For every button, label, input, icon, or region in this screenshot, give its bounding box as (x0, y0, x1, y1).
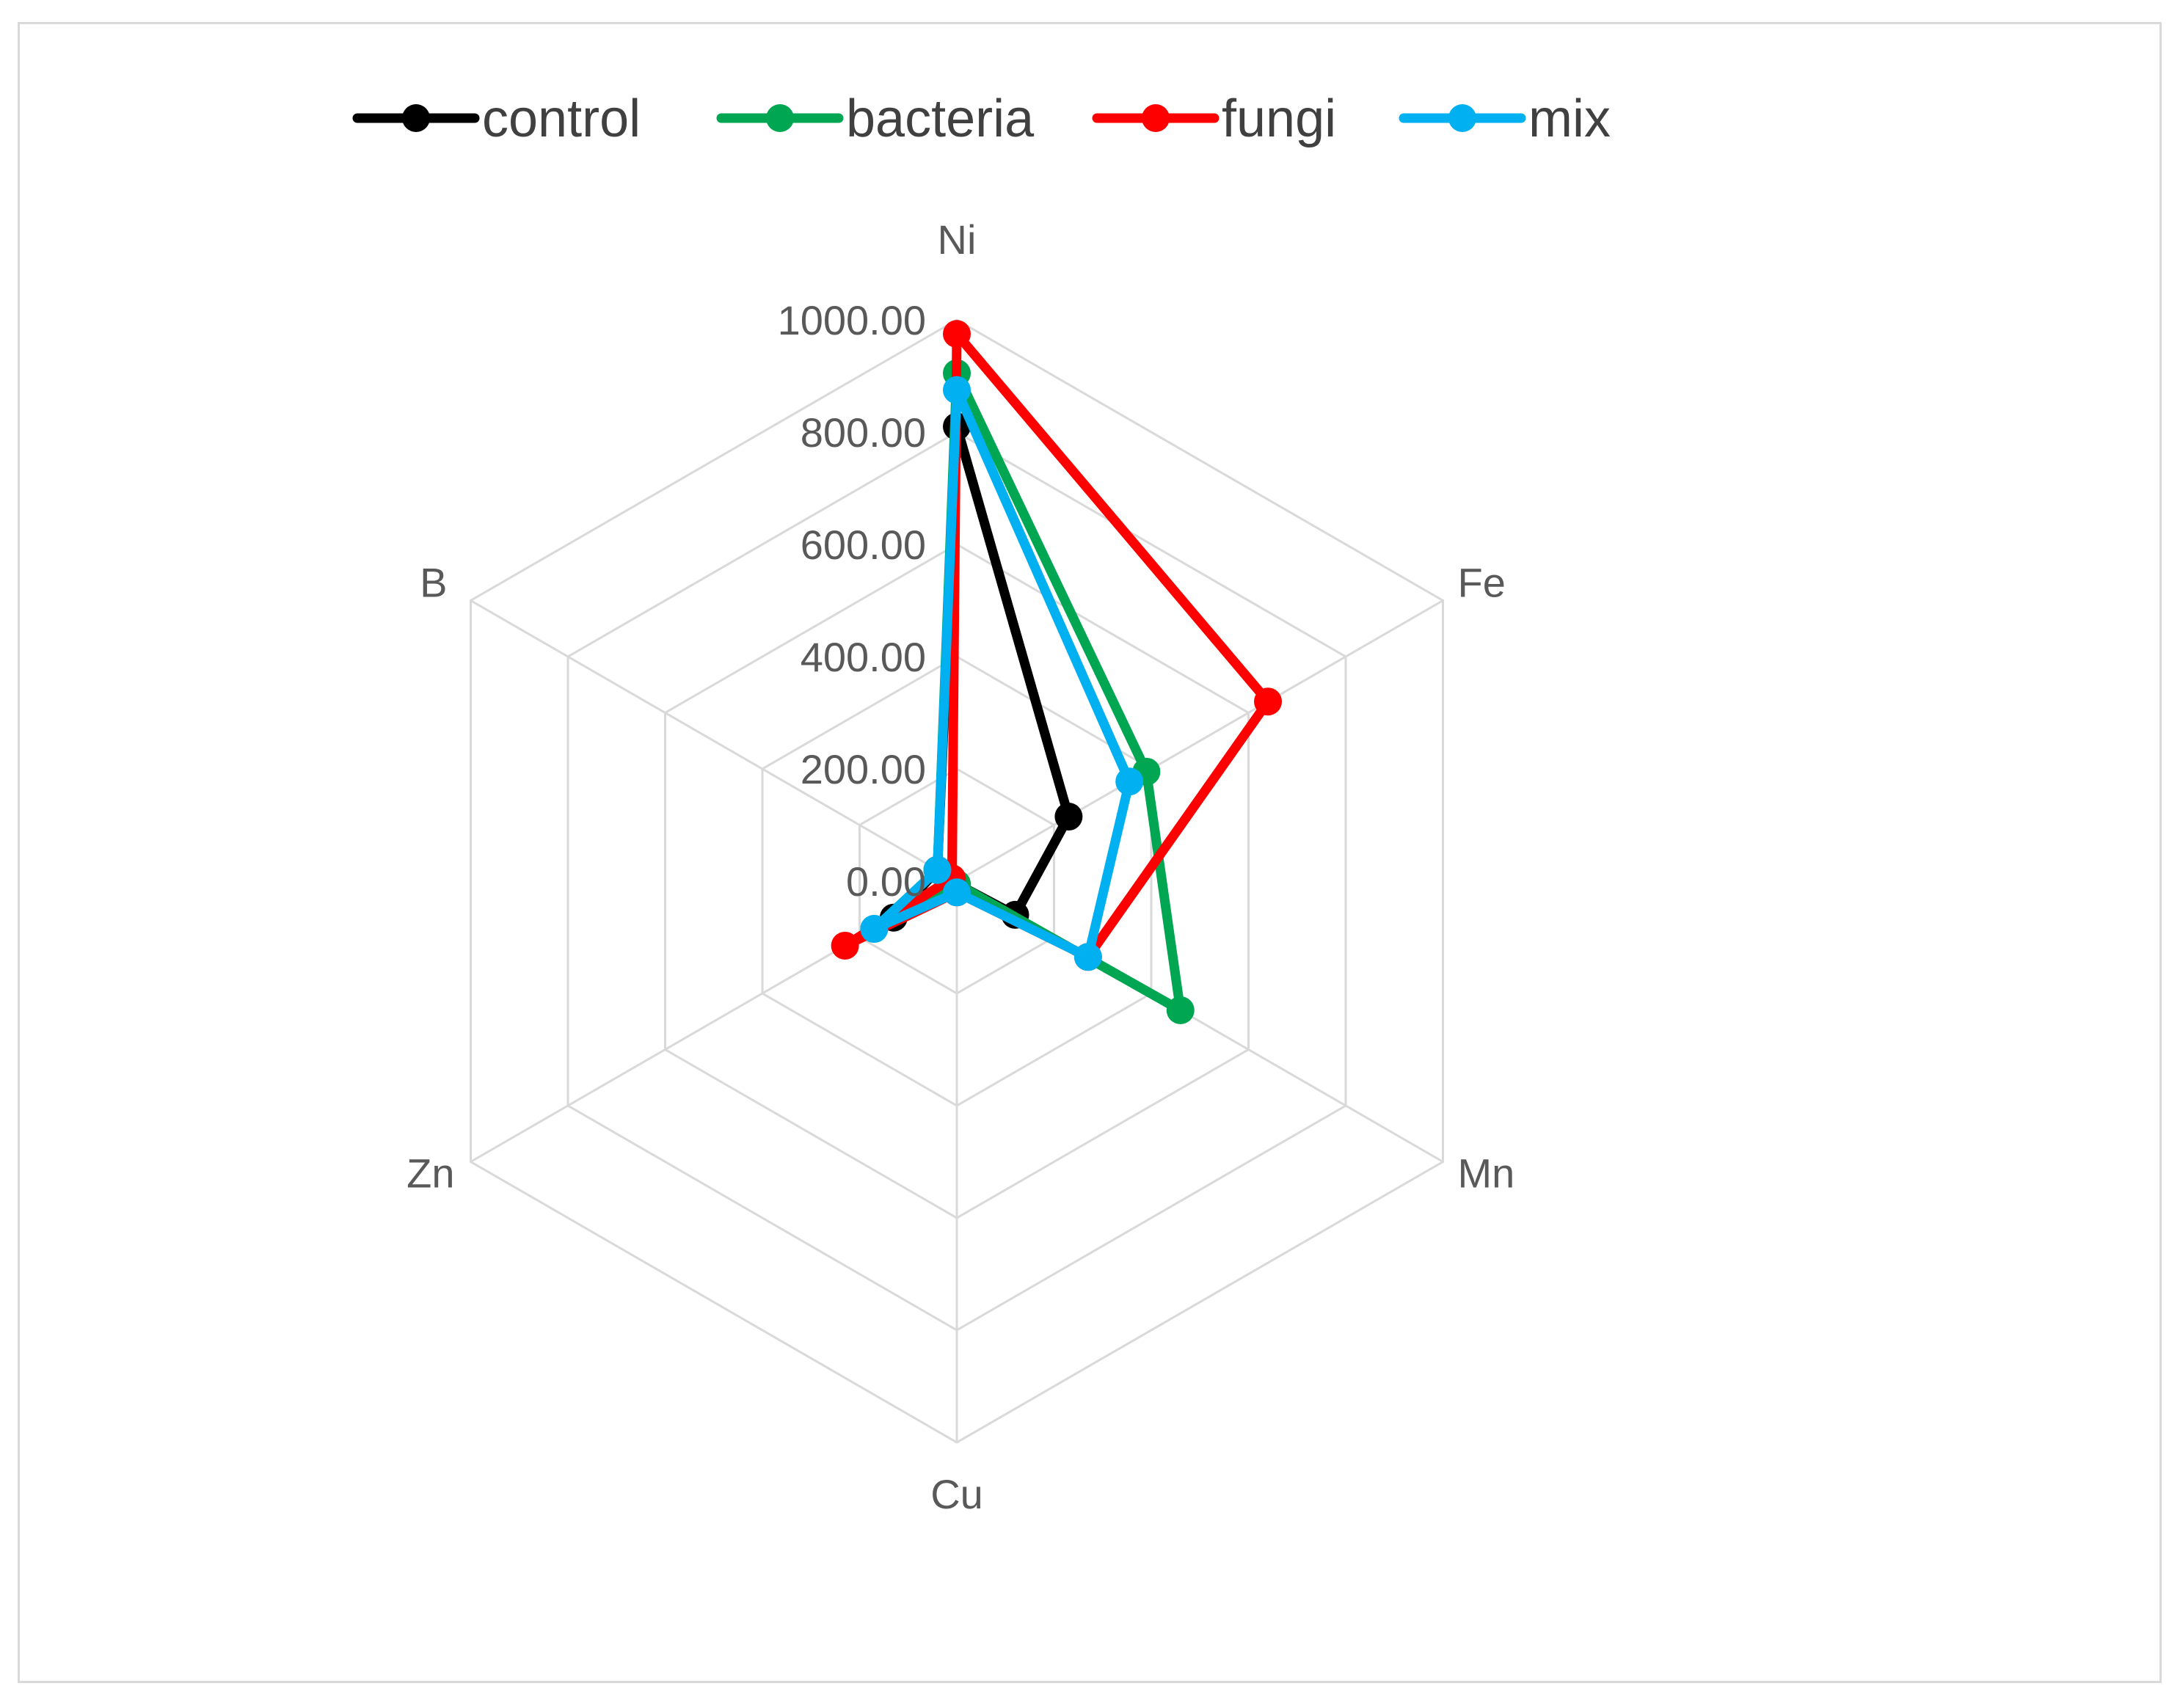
category-label-fe: Fe (1458, 560, 1506, 606)
legend-marker-fungi (1142, 104, 1170, 132)
category-label-zn: Zn (407, 1150, 454, 1197)
legend-label-mix: mix (1528, 90, 1611, 148)
legend-label-fungi: fungi (1222, 90, 1336, 148)
radial-tick-label: 600.00 (801, 522, 926, 568)
radial-tick-label: 0.00 (846, 858, 926, 905)
data-point-fungi-ni (943, 320, 971, 348)
data-point-mix-fe (1115, 767, 1144, 796)
data-point-fungi-zn (831, 931, 859, 960)
legend-marker-mix (1448, 104, 1476, 132)
category-label-mn: Mn (1458, 1150, 1515, 1197)
radial-tick-label: 1000.00 (778, 297, 926, 343)
legend-label-bacteria: bacteria (846, 90, 1035, 148)
axis-labels: 0.00 200.00 400.00 600.00 800.00 1000.00 Ni Fe M… (407, 216, 1514, 1517)
series-layer (831, 320, 1283, 1024)
data-point-bacteria-mn (1166, 996, 1195, 1024)
data-point-mix-mn (1073, 943, 1102, 971)
legend-marker-control (402, 104, 430, 132)
radial-tick-label: 800.00 (801, 409, 926, 456)
data-point-control-fe (1054, 803, 1083, 831)
data-point-mix-b (923, 855, 952, 884)
grid-spoke (470, 599, 958, 883)
radar-chart: 0.00 200.00 400.00 600.00 800.00 1000.00 Ni Fe M… (352, 90, 1611, 1517)
chart-area: 0.00 200.00 400.00 600.00 800.00 1000.00 Ni Fe M… (18, 22, 2162, 1683)
category-label-ni: Ni (938, 216, 977, 263)
legend-label-control: control (482, 90, 641, 148)
data-point-mix-ni (943, 376, 971, 404)
radial-tick-label: 400.00 (801, 634, 926, 680)
data-point-mix-cu (943, 878, 971, 907)
data-point-fungi-fe (1254, 687, 1283, 716)
category-label-b: B (420, 560, 447, 606)
data-point-mix-zn (860, 915, 889, 944)
radial-tick-label: 200.00 (801, 746, 926, 792)
category-label-cu: Cu (930, 1471, 983, 1517)
legend-marker-bacteria (766, 104, 794, 132)
grid-spoke (956, 599, 1444, 883)
legend: control bacteria fungi mix (352, 90, 1611, 148)
